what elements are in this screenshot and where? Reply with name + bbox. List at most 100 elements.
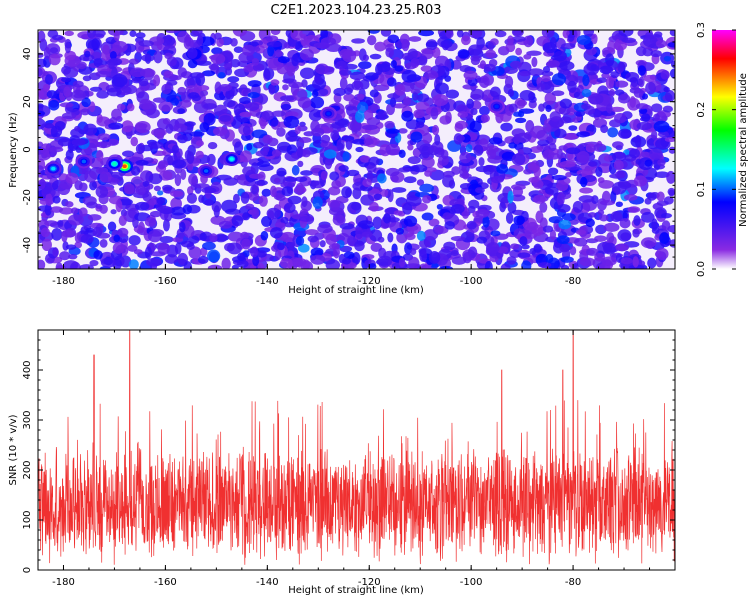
heatmap-cell <box>84 50 91 58</box>
heatmap-cell <box>182 204 193 215</box>
heatmap-cell <box>418 55 428 66</box>
heatmap-cell <box>442 174 455 188</box>
heatmap-cell <box>586 247 599 256</box>
heatmap-cell <box>89 259 99 267</box>
heatmap-cell <box>406 195 422 207</box>
spectrogram-x-label: Height of straight line (km) <box>288 285 424 296</box>
heatmap-cell <box>361 231 373 238</box>
heatmap-cell <box>558 219 572 230</box>
heatmap-cell <box>500 263 511 269</box>
heatmap-cell <box>561 264 570 269</box>
heatmap-cell <box>369 89 379 98</box>
heatmap-cell <box>524 231 532 238</box>
heatmap-cell <box>323 149 337 159</box>
heatmap-cell <box>121 120 134 133</box>
heatmap-cell <box>615 201 623 208</box>
colorbar-tick-label: 0.1 <box>696 181 707 197</box>
heatmap-cell <box>423 229 439 241</box>
heatmap-cell <box>95 167 109 175</box>
heatmap-cell <box>152 97 166 103</box>
heatmap-cell <box>533 194 546 204</box>
heatmap-cell <box>294 125 301 135</box>
heatmap-cell <box>392 103 407 109</box>
heatmap-cell <box>394 83 406 96</box>
heatmap-cell <box>511 183 526 191</box>
heatmap-cell <box>310 247 324 257</box>
heatmap-cell <box>459 151 472 164</box>
heatmap-cell <box>144 216 157 227</box>
heatmap-cell <box>174 173 182 187</box>
heatmap-cell <box>401 52 414 61</box>
heatmap-cell <box>87 30 96 39</box>
heatmap-cell <box>455 120 468 130</box>
heatmap-cell <box>385 47 395 58</box>
heatmap-cell <box>196 35 204 46</box>
heatmap-cell <box>470 88 485 101</box>
heatmap-cell <box>635 103 649 110</box>
heatmap-cell <box>664 90 675 103</box>
heatmap-cell <box>148 173 163 185</box>
heatmap-cell <box>113 234 121 243</box>
heatmap-cell <box>232 30 248 37</box>
heatmap-cell <box>627 206 641 213</box>
heatmap-cell <box>373 193 383 201</box>
heatmap-cell <box>97 133 111 141</box>
heatmap-cell <box>153 185 161 192</box>
heatmap-cell <box>635 46 647 57</box>
heatmap-cell <box>276 127 286 137</box>
heatmap-cell <box>144 53 152 64</box>
heatmap-cell <box>271 110 286 117</box>
heatmap-cell <box>442 170 455 178</box>
heatmap-cell <box>348 99 359 107</box>
heatmap-cell <box>158 160 169 168</box>
heatmap-cell <box>542 66 551 73</box>
heatmap-cell <box>617 93 631 104</box>
heatmap-cell <box>398 167 412 173</box>
heatmap-cell <box>330 200 341 211</box>
colorbar-tick-label: 0.3 <box>696 22 707 38</box>
heatmap-cell <box>233 141 244 155</box>
heatmap-cell <box>657 158 666 167</box>
heatmap-cell <box>93 250 103 260</box>
heatmap-cell <box>202 241 216 251</box>
heatmap-cell <box>128 259 139 269</box>
heatmap-cell <box>669 68 675 79</box>
heatmap-cell <box>180 168 187 180</box>
heatmap-cell <box>38 67 43 77</box>
heatmap-cell <box>605 76 615 90</box>
heatmap-cell <box>233 193 240 204</box>
heatmap-cell <box>390 59 397 69</box>
heatmap-cell <box>164 30 181 34</box>
colorbar-ticks: 0.0 0.1 0.2 0.3 <box>696 22 736 277</box>
heatmap-cell <box>135 143 145 155</box>
heatmap-cell <box>71 89 86 102</box>
heatmap-cell <box>461 35 471 46</box>
heatmap-cell <box>166 79 178 86</box>
heatmap-cell <box>640 237 657 249</box>
heatmap-cell <box>612 181 627 195</box>
heatmap-cell <box>475 209 490 218</box>
heatmap-cell <box>270 117 279 127</box>
heatmap-cell <box>170 190 184 197</box>
heatmap-cell <box>183 261 193 269</box>
heatmap-cell <box>85 37 100 51</box>
heatmap-cell <box>595 224 607 235</box>
heatmap-cell <box>618 30 634 37</box>
heatmap-cell <box>617 229 632 242</box>
heatmap-cell <box>211 47 223 55</box>
heatmap-cell <box>200 90 209 97</box>
heatmap-cell <box>504 75 514 89</box>
heatmap-cell <box>313 42 329 49</box>
heatmap-cell <box>81 97 91 108</box>
heatmap-cell <box>519 90 535 101</box>
heatmap-cell <box>79 264 94 269</box>
heatmap-cell <box>635 134 642 148</box>
colorbar-gradient <box>712 30 736 269</box>
heatmap-cell <box>59 102 74 108</box>
heatmap-cell <box>72 80 84 88</box>
heatmap-cell <box>38 30 46 43</box>
heatmap-cell <box>113 30 120 42</box>
heatmap-cell <box>434 82 449 95</box>
heatmap-cell <box>585 143 596 153</box>
heatmap-cell <box>189 131 205 137</box>
